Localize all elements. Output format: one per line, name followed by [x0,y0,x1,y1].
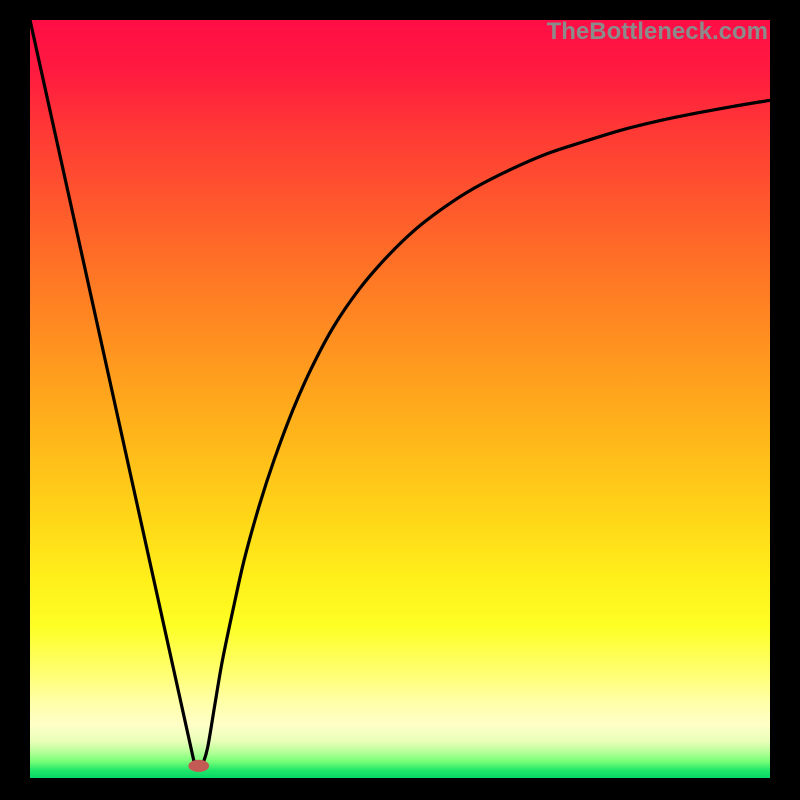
curve-left-segment [30,20,194,763]
minimum-marker [188,760,209,772]
plot-area: TheBottleneck.com [30,20,770,778]
bottleneck-curve [30,20,770,778]
curve-right-segment [202,100,770,765]
chart-container: TheBottleneck.com [0,0,800,800]
watermark-text: TheBottleneck.com [547,18,768,46]
